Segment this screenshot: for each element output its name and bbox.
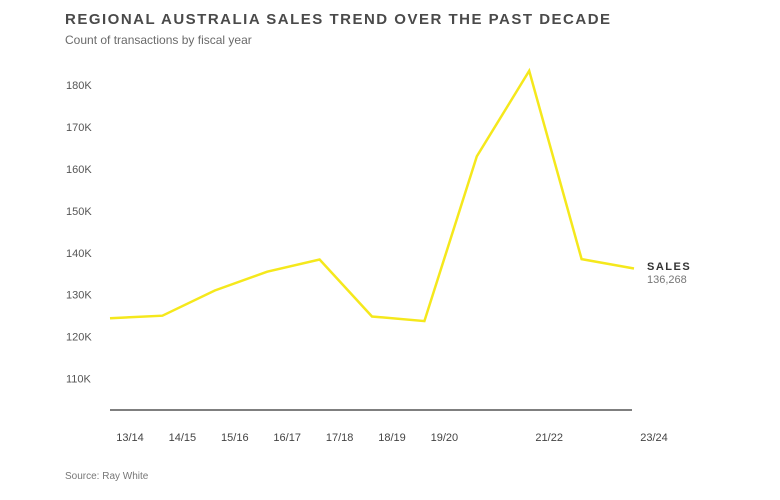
x-tick-label: 18/19: [378, 432, 406, 444]
series-end-value: 136,268: [647, 274, 687, 286]
x-tick-label: 14/15: [169, 432, 197, 444]
x-tick-label: 17/18: [326, 432, 354, 444]
x-tick-label: 19/20: [431, 432, 459, 444]
series-end-label: SALES: [647, 261, 691, 273]
x-tick-label: 15/16: [221, 432, 249, 444]
y-tick-label: 160K: [66, 164, 92, 176]
x-tick-label: 21/22: [535, 432, 563, 444]
y-axis-ticks: 110K 120K 130K 140K 150K 160K 170K 180K: [66, 80, 92, 385]
x-tick-label: 16/17: [273, 432, 301, 444]
y-tick-label: 150K: [66, 206, 92, 218]
y-tick-label: 180K: [66, 80, 92, 92]
x-tick-label: 13/14: [116, 432, 144, 444]
y-tick-label: 170K: [66, 122, 92, 134]
y-tick-label: 120K: [66, 332, 92, 344]
x-axis-ticks: 13/14 14/15 15/16 16/17 17/18 18/19 19/20 21/22…: [116, 432, 668, 444]
y-tick-label: 140K: [66, 248, 92, 260]
y-tick-label: 110K: [66, 374, 92, 386]
x-tick-label: 23/24: [640, 432, 668, 444]
source-note: Source: Ray White: [65, 471, 149, 482]
chart-title: REGIONAL AUSTRALIA SALES TREND OVER THE …: [65, 11, 612, 28]
y-tick-label: 130K: [66, 290, 92, 302]
sales-series-line: [109, 67, 635, 323]
chart-subtitle: Count of transactions by fiscal year: [65, 33, 252, 47]
